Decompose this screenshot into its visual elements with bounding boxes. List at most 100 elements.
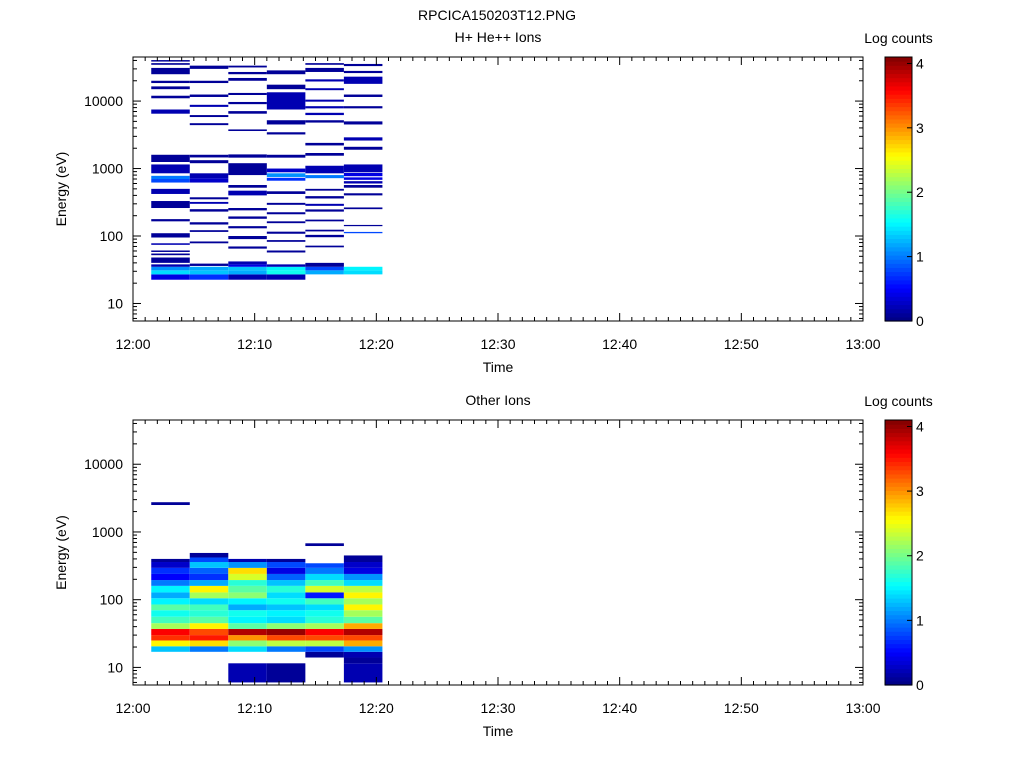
heatmap-cell <box>266 646 306 652</box>
colorbar-segment <box>885 279 912 285</box>
heatmap-cell <box>228 154 267 158</box>
heatmap-cell <box>343 193 383 196</box>
heatmap-cell <box>343 616 383 624</box>
heatmap-cell <box>228 101 267 105</box>
heatmap-cell <box>305 67 344 72</box>
heatmap-cell <box>151 250 190 252</box>
heatmap-cell <box>151 616 190 624</box>
panel-title: H+ He++ Ions <box>455 29 542 45</box>
heatmap-cell <box>305 99 344 102</box>
heatmap-cell <box>189 598 229 605</box>
colorbar-segment <box>885 490 912 496</box>
heatmap-cell <box>151 233 190 238</box>
colorbar-segment <box>885 556 912 562</box>
heatmap-cell <box>151 598 190 605</box>
heatmap-cell <box>151 558 190 563</box>
colorbar-segment <box>885 164 912 169</box>
heatmap-cell <box>228 635 267 641</box>
colorbar-frame <box>884 56 913 322</box>
colorbar-segment <box>885 420 912 425</box>
heatmap-cell <box>228 190 267 196</box>
colorbar-segment <box>885 275 912 281</box>
heatmap-cell <box>305 262 344 267</box>
heatmap-cell <box>151 86 190 90</box>
heatmap-cell <box>228 208 267 211</box>
heatmap-cell <box>228 274 267 280</box>
heatmap-cell <box>189 562 229 568</box>
heatmap-cell <box>151 585 190 593</box>
colorbar-segment <box>885 668 912 674</box>
heatmap-cell <box>343 164 383 173</box>
heatmap-cell <box>266 270 306 275</box>
heatmap-cell <box>189 197 229 200</box>
colorbar-segment <box>885 98 912 103</box>
colorbar-segment <box>885 606 912 612</box>
heatmap-cell <box>151 60 190 62</box>
colorbar-segment <box>885 69 912 75</box>
heatmap-cell <box>305 623 344 629</box>
heatmap-cell <box>266 132 306 135</box>
heatmap-cell <box>305 120 344 123</box>
colorbar-segment <box>885 184 912 190</box>
y-tick-label: 10000 <box>84 456 123 472</box>
heatmap-cell <box>343 63 383 67</box>
colorbar-segment <box>885 73 912 79</box>
x-tick-label: 12:30 <box>480 700 515 716</box>
heatmap-cell <box>228 163 267 176</box>
heatmap-cell <box>189 646 229 652</box>
colorbar-tick-label: 2 <box>916 184 924 200</box>
colorbar-segment <box>885 506 912 512</box>
colorbar-tick-label: 4 <box>916 55 924 71</box>
colorbar-segment <box>885 544 912 549</box>
x-axis: 12:00 12:10 12:20 12:30 12:40 12:50 13:00 <box>115 57 881 352</box>
heatmap-cell <box>151 640 190 647</box>
heatmap-cell <box>228 92 267 96</box>
heatmap-cell <box>266 592 306 599</box>
heatmap-cell <box>305 604 344 611</box>
colorbar-segment <box>885 127 912 132</box>
heatmap-cell <box>266 221 306 224</box>
colorbar-segment <box>885 631 912 636</box>
heatmap-cell <box>266 610 306 617</box>
colorbar-segment <box>885 672 912 678</box>
heatmap-cell <box>266 663 306 683</box>
colorbar-segment <box>885 593 912 599</box>
colorbar-segment <box>885 201 912 207</box>
heatmap-cell <box>151 623 190 629</box>
colorbar-tick-label: 2 <box>916 548 924 564</box>
heatmap-cell <box>228 266 267 271</box>
colorbar-segment <box>885 151 912 157</box>
heatmap-cell <box>305 112 344 116</box>
heatmap-cell <box>305 616 344 624</box>
colorbar-segment <box>885 552 912 558</box>
colorbar-segment <box>885 519 912 525</box>
colorbar-segment <box>885 457 912 463</box>
heatmap-cell <box>151 502 190 506</box>
colorbar-segment <box>885 569 912 574</box>
heatmap-cell <box>266 604 306 611</box>
colorbar-segment <box>885 436 912 442</box>
heatmap-cell <box>343 573 383 581</box>
y-axis-label: Energy (eV) <box>53 515 69 590</box>
colorbar-segment <box>885 205 912 211</box>
heatmap-cell <box>305 628 344 636</box>
heatmap-cells <box>151 502 383 683</box>
heatmap-cell <box>343 610 383 617</box>
colorbar-segment <box>885 511 912 516</box>
heatmap-cell <box>189 209 229 212</box>
heatmap-cell <box>151 178 190 183</box>
heatmap-cell <box>151 604 190 611</box>
heatmap-cell <box>343 106 383 109</box>
heatmap-cell <box>189 640 229 647</box>
x-tick-label: 12:00 <box>115 700 150 716</box>
heatmap-cell <box>266 635 306 641</box>
heatmap-cell <box>266 202 306 205</box>
heatmap-cell <box>228 185 267 188</box>
heatmap-cell <box>343 580 383 586</box>
colorbar-segment <box>885 213 912 219</box>
colorbar-tick-label: 3 <box>916 120 924 136</box>
colorbar-segment <box>885 114 912 120</box>
heatmap-cell <box>266 120 306 125</box>
heatmap-cell <box>228 246 267 249</box>
colorbar-segment <box>885 259 912 264</box>
